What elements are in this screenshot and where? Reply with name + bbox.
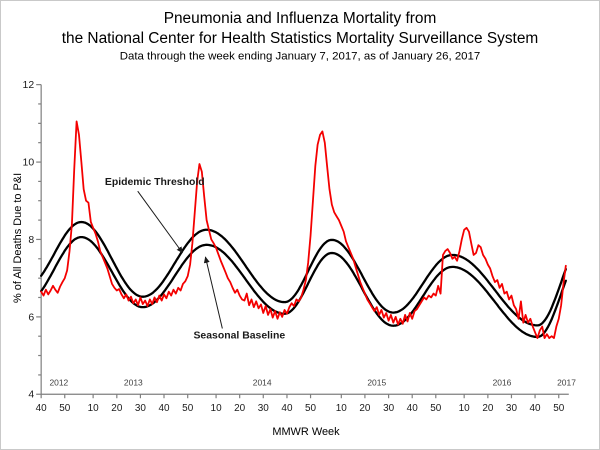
y-tick-label: 12: [23, 80, 35, 91]
x-tick-label: 40: [281, 403, 293, 414]
x-tick-label: 20: [111, 403, 123, 414]
x-tick-label: 50: [305, 403, 317, 414]
chart-subtitle: Data through the week ending January 7, …: [120, 51, 481, 63]
y-axis-title: % of All Deaths Due to P&I: [12, 173, 24, 303]
epidemic-threshold-line: [40, 220, 567, 327]
year-label: 2016: [493, 377, 512, 387]
x-tick-label: 10: [459, 403, 471, 414]
x-tick-label: 20: [359, 403, 371, 414]
x-tick-label: 50: [553, 403, 565, 414]
seasonal-baseline-label: Seasonal Baseline: [193, 330, 285, 341]
plot-layer: 4 6 8 10 12 40 50 10 20 30 40 50 10 20 30 40 50 10 20 30 40 5…: [23, 80, 577, 414]
year-label: 2014: [253, 377, 272, 387]
x-tick-label: 10: [336, 403, 348, 414]
x-axis-title: MMWR Week: [272, 426, 340, 438]
x-tick-label: 10: [88, 403, 100, 414]
x-tick-label: 40: [36, 403, 48, 414]
year-label: 2013: [124, 377, 143, 387]
annotation-seasonal-baseline: Seasonal Baseline: [193, 256, 285, 341]
x-tick-label: 30: [506, 403, 518, 414]
pi-mortality-line: [40, 120, 567, 339]
x-tick-label: 50: [59, 403, 71, 414]
y-tick-label: 4: [28, 390, 34, 401]
x-tick-label: 50: [182, 403, 194, 414]
x-tick-label: 20: [482, 403, 494, 414]
chart-title-line1: Pneumonia and Influenza Mortality from: [164, 10, 437, 27]
x-tick-label: 40: [530, 403, 542, 414]
seasonal-baseline-arrow: [203, 256, 223, 329]
epidemic-threshold-arrow: [137, 190, 183, 254]
x-tick-label: 20: [234, 403, 246, 414]
y-tick-label: 6: [28, 312, 34, 323]
year-label: 2012: [49, 377, 68, 387]
y-tick-label: 10: [23, 158, 35, 169]
x-tick-label: 40: [158, 403, 170, 414]
x-tick-label: 10: [211, 403, 223, 414]
year-label: 2017: [557, 377, 576, 387]
x-tick-label: 50: [430, 403, 442, 414]
x-tick-label: 30: [135, 403, 147, 414]
chart-title-line2: the National Center for Health Statistic…: [62, 30, 539, 47]
y-tick-label: 8: [28, 235, 34, 246]
epidemic-threshold-label: Epidemic Threshold: [105, 177, 205, 188]
x-tick-label: 30: [258, 403, 270, 414]
annotation-epidemic-threshold: Epidemic Threshold: [105, 177, 205, 254]
x-tick-label: 30: [383, 403, 395, 414]
x-tick-label: 40: [407, 403, 419, 414]
year-label: 2015: [367, 377, 386, 387]
